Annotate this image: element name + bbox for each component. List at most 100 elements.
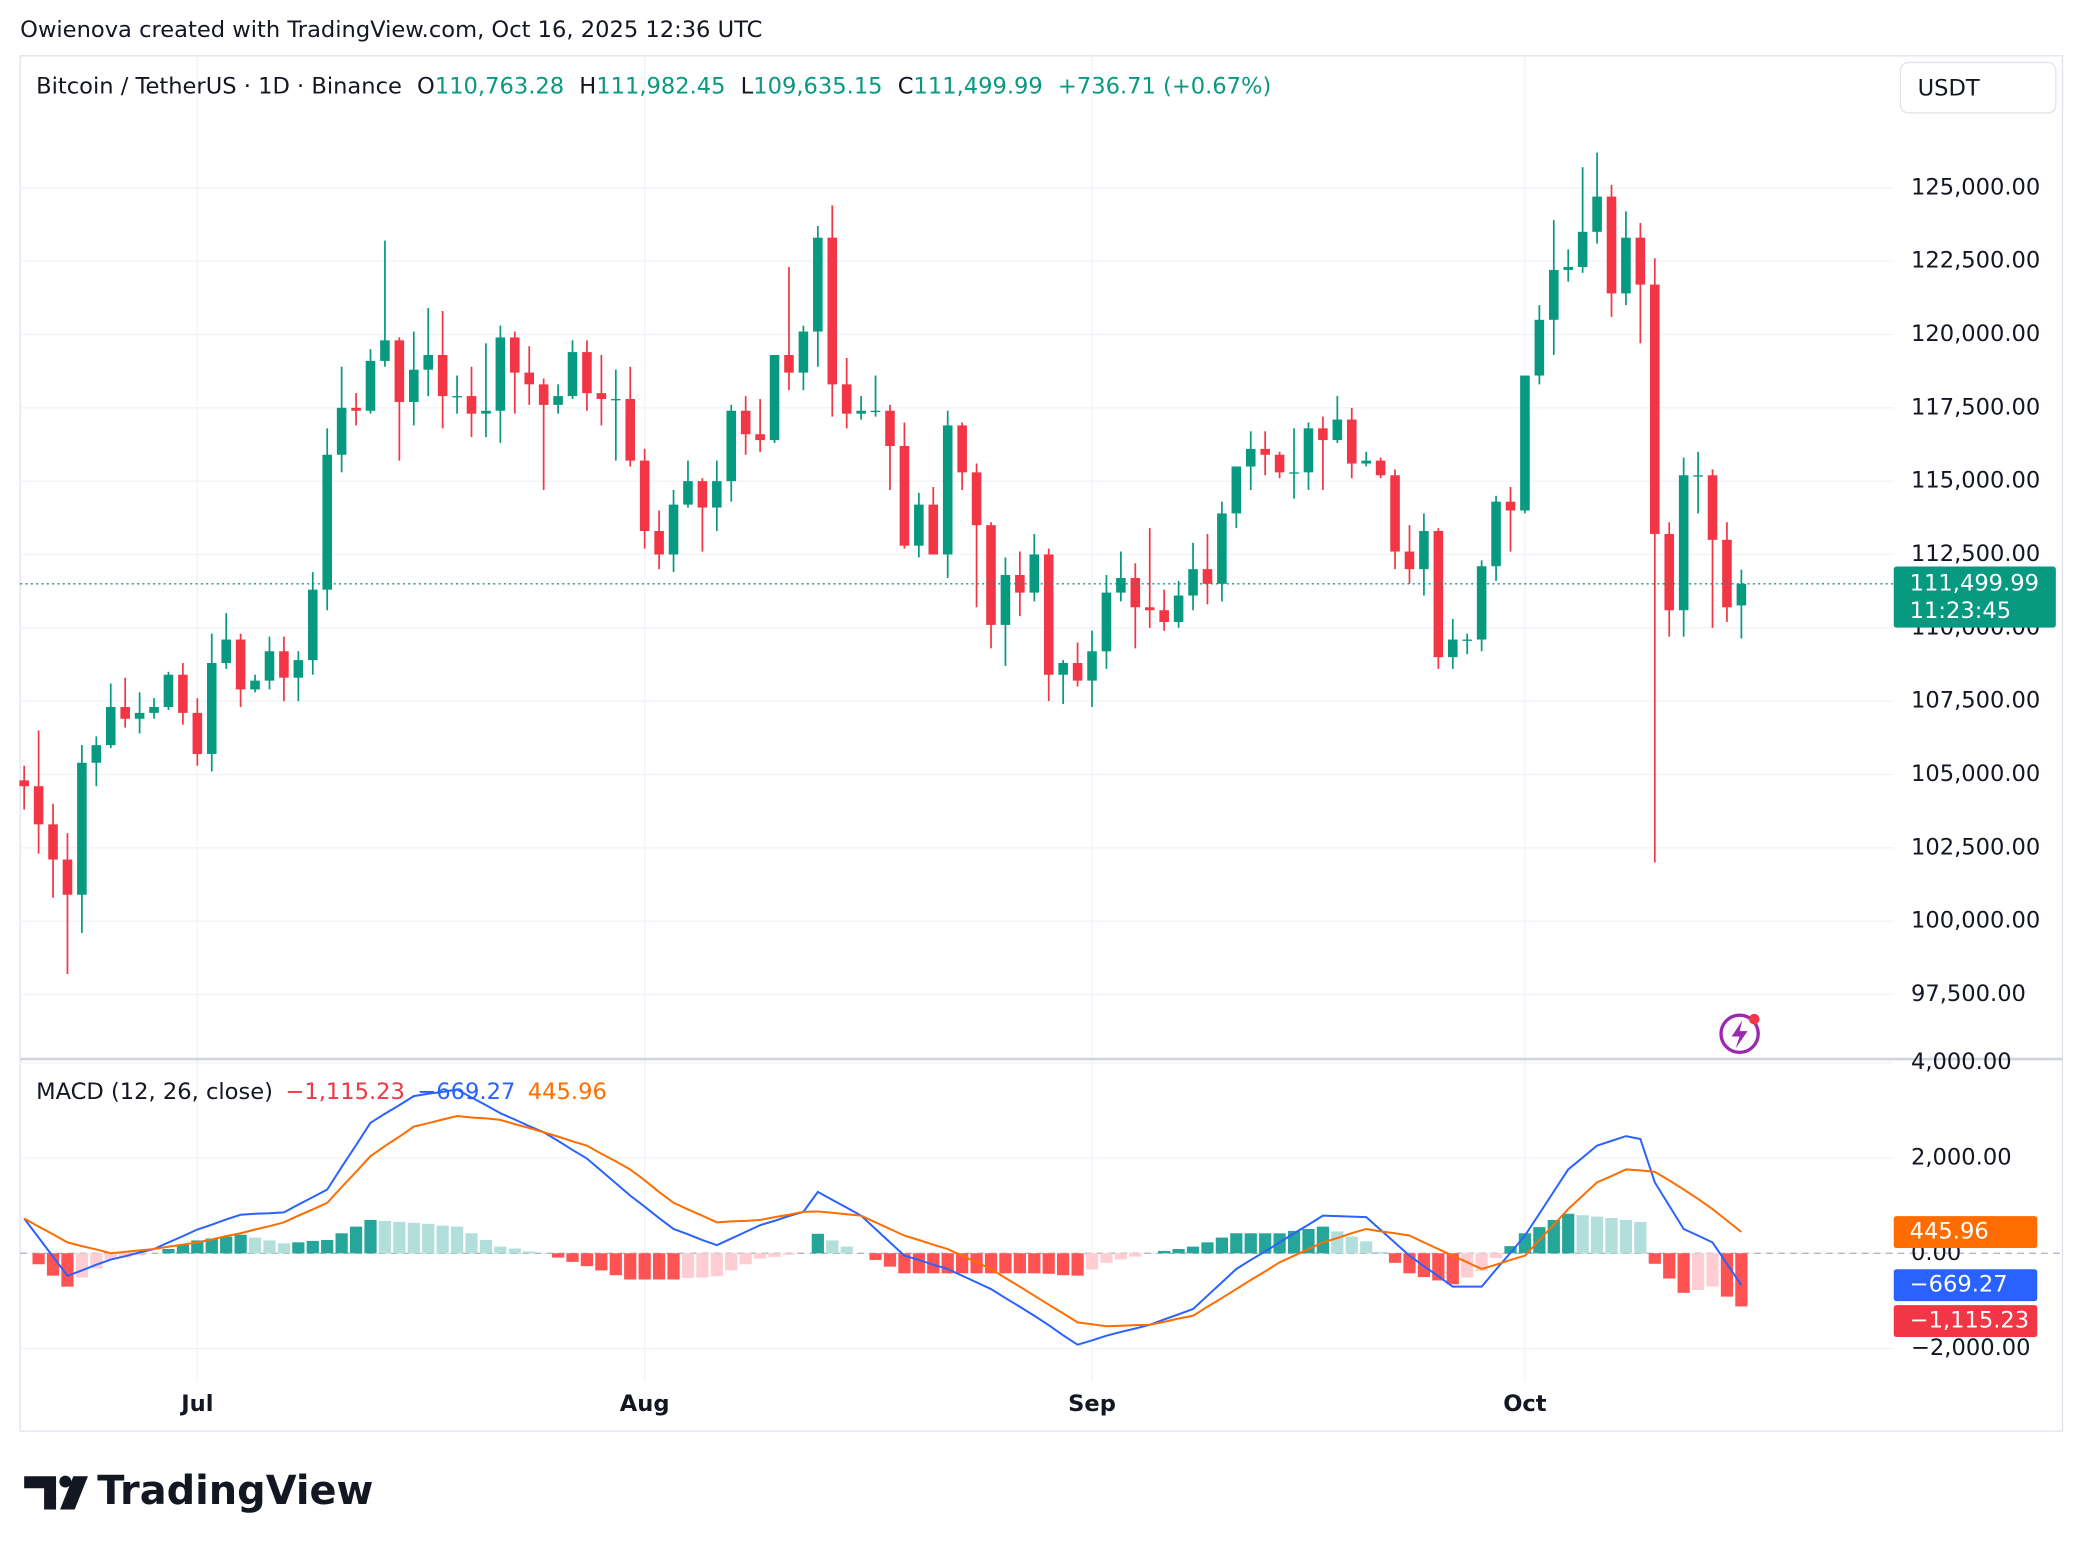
candle-body [1318, 428, 1328, 441]
histogram-bar [248, 1237, 262, 1254]
histogram-bar [220, 1236, 233, 1254]
histogram-bar [551, 1253, 565, 1258]
candle-body [423, 355, 433, 370]
candle-body [91, 745, 102, 763]
histogram-bar [1446, 1253, 1459, 1285]
candle-body [1188, 569, 1198, 596]
candle-body [1577, 231, 1588, 268]
close-value: 111,499.99 [913, 73, 1042, 99]
histogram-bar [1388, 1253, 1402, 1263]
candle-body [250, 680, 260, 690]
histogram-bar [1461, 1253, 1474, 1278]
histogram-bar [1028, 1253, 1041, 1274]
y-tick-label: 112,500.00 [1911, 541, 2040, 567]
candle-body [1274, 454, 1285, 473]
histogram-bar [1677, 1253, 1690, 1293]
candle-body [1491, 501, 1501, 567]
candle-body [870, 410, 881, 413]
histogram-bar [999, 1253, 1012, 1274]
histogram-bar [1360, 1241, 1373, 1254]
x-tick-label: Jul [179, 1391, 213, 1417]
candle-body [755, 434, 765, 441]
currency-button-box[interactable] [1899, 61, 2057, 114]
histogram-bar [46, 1253, 60, 1276]
chart-frame [19, 55, 2064, 1432]
candle-body [1549, 269, 1559, 320]
alert-icon-dot[interactable] [1748, 1013, 1760, 1025]
value-badge [1893, 1305, 2038, 1337]
candle-body [322, 454, 332, 590]
candle-body [971, 472, 982, 526]
y-tick-label: 120,000.00 [1911, 321, 2040, 347]
histogram-bar [1605, 1218, 1618, 1254]
candle-body [62, 859, 73, 895]
histogram-bar [956, 1253, 969, 1274]
candle-body [1462, 639, 1472, 641]
histogram-bar [1158, 1250, 1171, 1254]
candle-body [1072, 663, 1083, 681]
candle-body [1361, 460, 1371, 464]
candle-body [1534, 319, 1545, 376]
alert-icon[interactable] [1719, 1013, 1760, 1055]
histogram-bar [1114, 1253, 1127, 1260]
candle-body [351, 407, 361, 411]
histogram-bar [335, 1233, 348, 1254]
histogram-bar [1374, 1251, 1387, 1254]
histogram-bar [364, 1219, 377, 1254]
candle-body [1433, 531, 1444, 658]
candle-body [1332, 419, 1343, 441]
histogram-bar [1735, 1253, 1748, 1307]
histogram-bar [1634, 1221, 1647, 1254]
y-tick-label: 100,000.00 [1911, 908, 2040, 934]
alert-icon-ring[interactable] [1719, 1013, 1760, 1055]
candle-body [841, 384, 852, 414]
histogram-bar [1504, 1246, 1517, 1254]
candle-body [928, 504, 939, 555]
candle-body [1621, 237, 1631, 294]
candle-body [986, 525, 996, 625]
alert-icon-bolt[interactable] [1731, 1020, 1748, 1049]
currency-button[interactable]: USDT [1899, 61, 2057, 114]
candle-body [1722, 539, 1732, 608]
histogram-bar [782, 1253, 796, 1255]
histogram-bar [1562, 1213, 1575, 1254]
y-tick-label: −2,000.00 [1911, 1335, 2030, 1361]
candle-body [1650, 284, 1660, 534]
histogram-bar [407, 1222, 420, 1254]
histogram-bar [1316, 1226, 1330, 1254]
candle-body [1260, 448, 1270, 455]
candle-body [582, 352, 592, 394]
histogram-bar [292, 1242, 305, 1254]
y-tick-label: 125,000.00 [1911, 174, 2040, 200]
currency-label[interactable]: USDT [1918, 76, 1980, 102]
histogram-bar [1230, 1233, 1243, 1254]
last-price-badge [1893, 566, 2056, 628]
histogram-bar [1331, 1231, 1344, 1254]
candle-body [1707, 475, 1718, 540]
macd-line [23, 1088, 1743, 1346]
histogram-bar [1489, 1253, 1503, 1259]
histogram-bar [90, 1253, 103, 1269]
histogram-bar [393, 1221, 406, 1254]
histogram-bar [1287, 1230, 1301, 1254]
logo-mark-slash [60, 1476, 88, 1510]
legend-header: Bitcoin / TetherUS · 1D · Binance O110,7… [36, 73, 1271, 99]
histogram-bar [1590, 1216, 1604, 1254]
high-label: H [579, 73, 596, 99]
histogram-bar [826, 1240, 839, 1254]
candle-body [1101, 592, 1112, 652]
histogram-bar [624, 1253, 637, 1280]
candle-body [437, 355, 448, 397]
y-tick-label: 102,500.00 [1911, 834, 2040, 860]
candle-body [1606, 196, 1617, 294]
candle-body [1404, 551, 1415, 570]
histogram-bar [768, 1253, 781, 1258]
candle-body [668, 504, 679, 555]
macd-value: −669.27 [417, 1079, 515, 1105]
histogram-bar [1345, 1236, 1358, 1254]
histogram-bar [32, 1253, 45, 1265]
x-tick-label: Sep [1068, 1391, 1116, 1417]
candle-body [510, 337, 520, 373]
